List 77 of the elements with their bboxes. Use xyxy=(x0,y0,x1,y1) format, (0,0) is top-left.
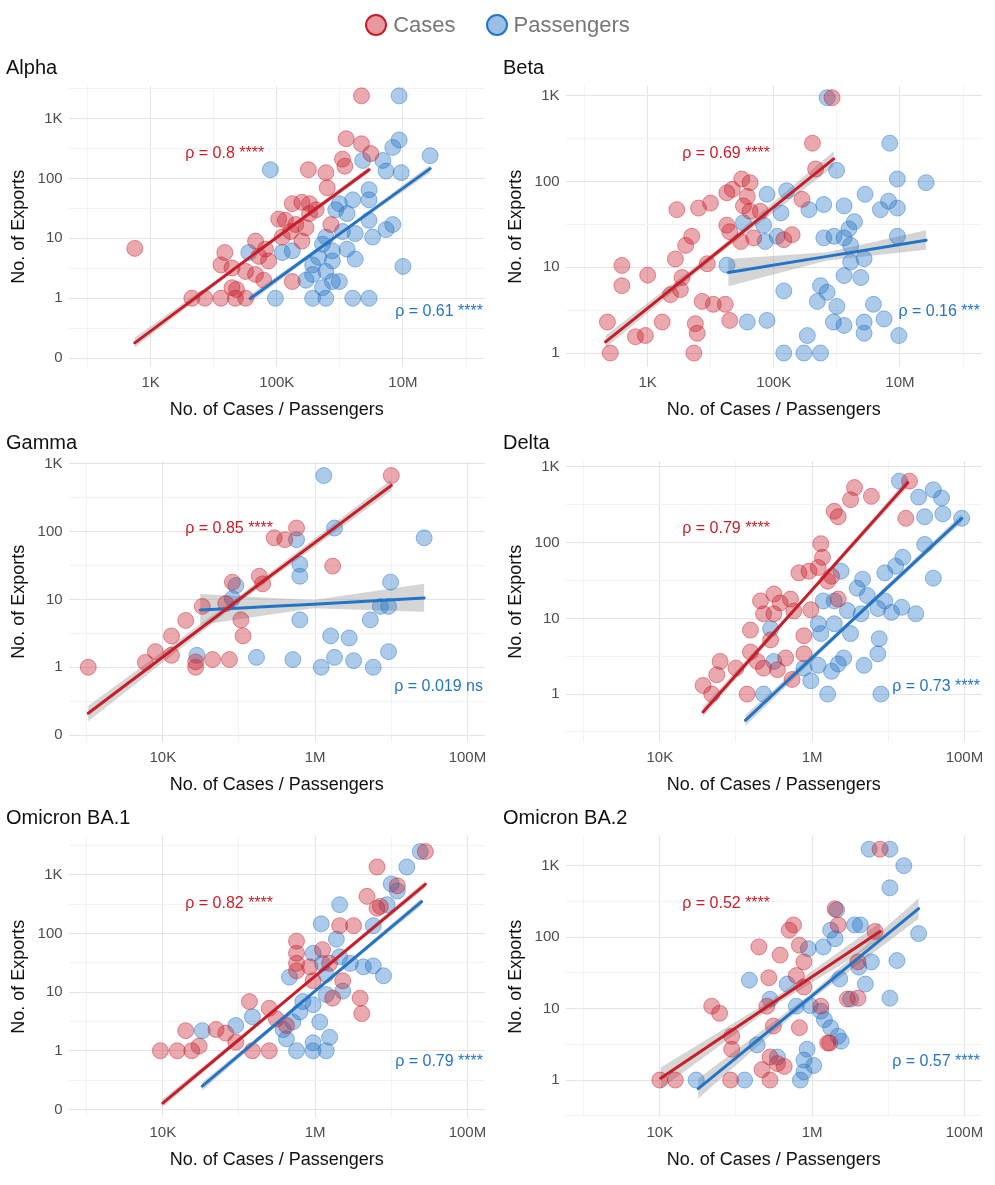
y-tick-label: 100 xyxy=(37,521,63,539)
x-axis-title: No. of Cases / Passengers xyxy=(666,399,881,420)
x-tick-label: 100K xyxy=(259,372,295,390)
x-axis-title: No. of Cases / Passengers xyxy=(666,1149,881,1170)
y-tick-label: 10 xyxy=(542,998,560,1016)
y-tick-label: 100 xyxy=(534,532,560,550)
y-tick-label: 0 xyxy=(54,1099,63,1117)
y-tick-label: 10 xyxy=(542,608,560,626)
y-tick-label: 10 xyxy=(45,228,63,246)
x-tick-label: 10K xyxy=(149,747,177,765)
x-tick-label: 100K xyxy=(756,372,792,390)
y-tick-label: 1K xyxy=(541,855,560,873)
x-axis-title: No. of Cases / Passengers xyxy=(666,774,881,795)
y-tick-label: 10 xyxy=(45,982,63,1000)
y-tick-label: 1K xyxy=(541,85,560,103)
y-tick-label: 1 xyxy=(54,288,63,306)
y-axis-title: No. of Exports xyxy=(7,169,28,284)
chart-title: Delta xyxy=(503,430,551,453)
x-tick-label: 1M xyxy=(801,747,823,765)
y-tick-label: 100 xyxy=(37,923,63,941)
y-axis-title: No. of Exports xyxy=(7,919,28,1034)
y-tick-label: 1K xyxy=(541,457,560,475)
x-tick-label: 100M xyxy=(945,747,984,765)
annotation: ρ = 0.82 **** xyxy=(185,893,274,911)
annotation: ρ = 0.79 **** xyxy=(395,1051,483,1069)
x-tick-label: 1K xyxy=(638,372,657,390)
annotation: ρ = 0.73 **** xyxy=(892,676,980,694)
x-tick-label: 100M xyxy=(945,1122,984,1140)
y-tick-label: 1K xyxy=(44,865,63,882)
x-axis-title: No. of Cases / Passengers xyxy=(169,399,384,420)
y-axis-title: No. of Exports xyxy=(504,919,525,1034)
chart-title: Alpha xyxy=(6,55,59,78)
y-tick-label: 0 xyxy=(54,348,63,366)
x-tick-label: 1M xyxy=(304,747,326,765)
annotation: ρ = 0.019 ns xyxy=(394,676,483,694)
annotation: ρ = 0.79 **** xyxy=(682,518,771,536)
y-tick-label: 1K xyxy=(44,453,63,471)
legend-label: Cases xyxy=(393,12,456,38)
annotation: ρ = 0.16 *** xyxy=(898,301,980,319)
y-tick-label: 100 xyxy=(37,168,63,186)
y-tick-label: 0 xyxy=(54,725,63,743)
annotation: ρ = 0.52 **** xyxy=(682,893,771,911)
chart-title: Beta xyxy=(503,55,546,78)
y-tick-label: 1 xyxy=(551,1070,560,1088)
legend-label: Passengers xyxy=(513,12,630,38)
y-axis-title: No. of Exports xyxy=(504,544,525,659)
y-tick-label: 1K xyxy=(44,108,63,126)
x-tick-label: 10K xyxy=(149,1122,177,1140)
y-tick-label: 100 xyxy=(534,927,560,945)
annotation: ρ = 0.61 **** xyxy=(395,301,483,319)
y-tick-label: 10 xyxy=(542,257,560,275)
x-tick-label: 100M xyxy=(448,1122,487,1140)
annotation: ρ = 0.85 **** xyxy=(185,518,274,536)
x-tick-label: 1M xyxy=(801,1122,823,1140)
annotation: ρ = 0.69 **** xyxy=(682,143,771,161)
y-tick-label: 1 xyxy=(54,1040,63,1058)
x-tick-label: 1M xyxy=(304,1122,326,1140)
x-axis-title: No. of Cases / Passengers xyxy=(169,1149,384,1170)
y-tick-label: 100 xyxy=(534,171,560,189)
y-tick-label: 10 xyxy=(45,589,63,607)
y-tick-label: 1 xyxy=(54,657,63,675)
chart-title: Omicron BA.2 xyxy=(503,805,628,828)
y-tick-label: 1 xyxy=(551,684,560,702)
y-tick-label: 1 xyxy=(551,343,560,361)
x-axis-title: No. of Cases / Passengers xyxy=(169,774,384,795)
x-tick-label: 100M xyxy=(448,747,487,765)
annotation: ρ = 0.8 **** xyxy=(185,143,265,161)
x-tick-label: 10K xyxy=(646,1122,674,1140)
x-tick-label: 10M xyxy=(388,372,418,390)
chart-title: Gamma xyxy=(6,430,78,453)
chart-title: Omicron BA.1 xyxy=(6,805,131,828)
y-axis-title: No. of Exports xyxy=(504,169,525,284)
x-tick-label: 10K xyxy=(646,747,674,765)
x-tick-label: 10M xyxy=(885,372,915,390)
x-tick-label: 1K xyxy=(141,372,160,390)
annotation: ρ = 0.57 **** xyxy=(892,1051,980,1069)
y-axis-title: No. of Exports xyxy=(7,544,28,659)
